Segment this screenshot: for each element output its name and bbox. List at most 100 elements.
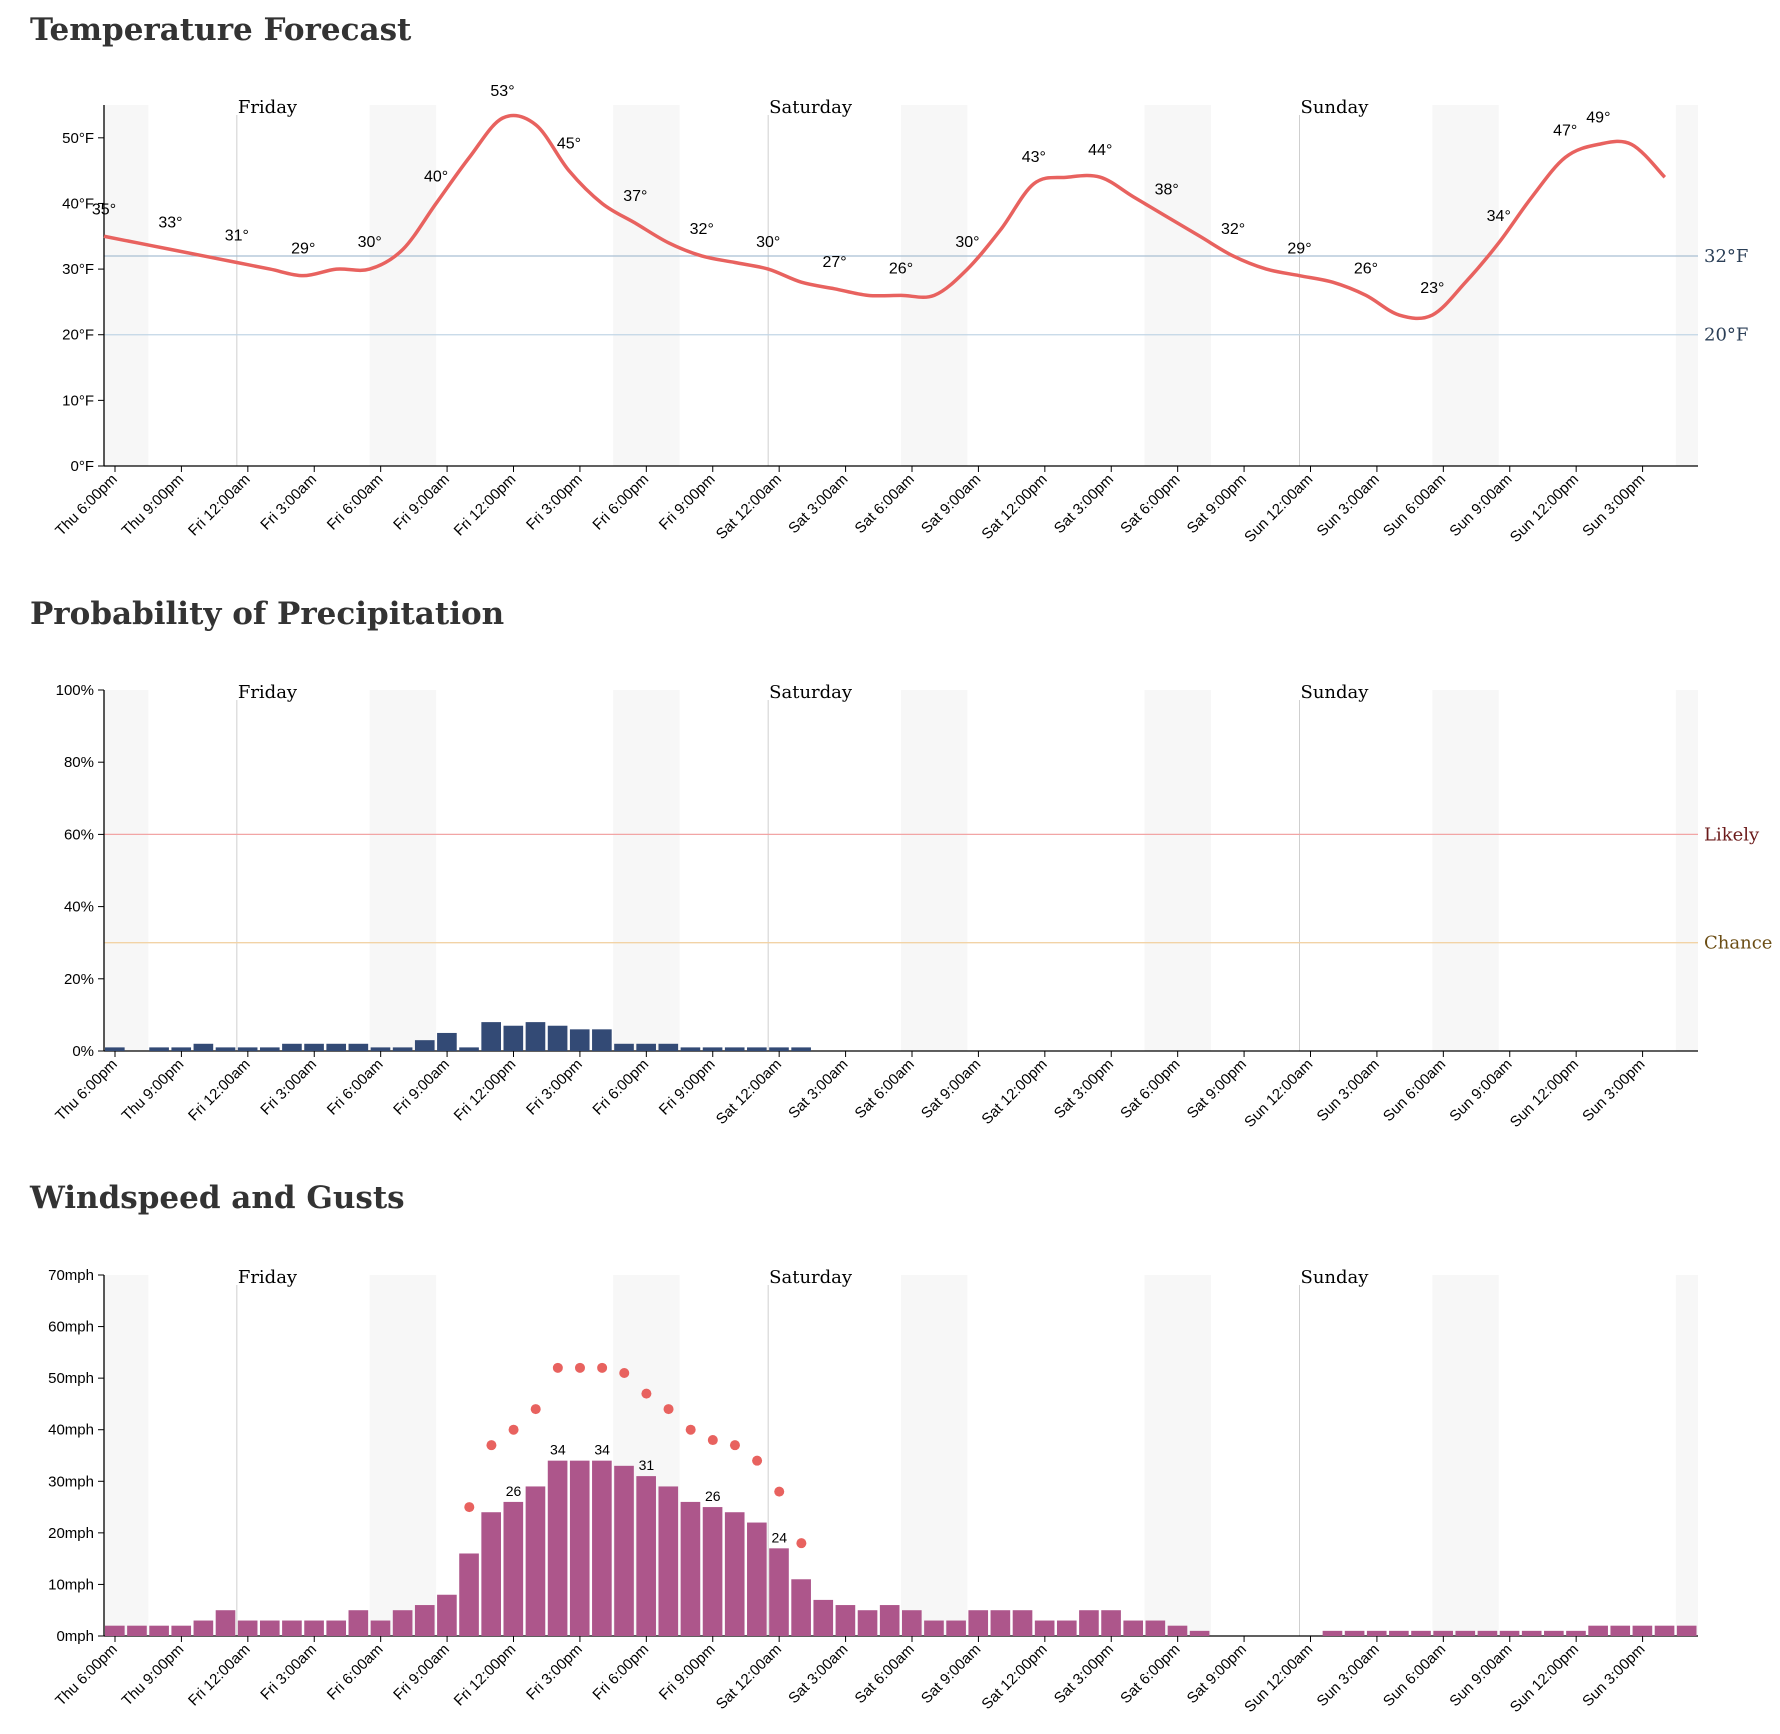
wind-bar xyxy=(1654,1625,1675,1636)
x-tick-label: Sun 3:00pm xyxy=(1579,1056,1648,1125)
night-band xyxy=(369,1275,437,1636)
gust-point xyxy=(508,1424,519,1435)
night-band xyxy=(1432,105,1499,466)
temperature-label: 49° xyxy=(1586,109,1610,126)
y-tick-label: 40mph xyxy=(48,1422,94,1439)
wind-bar xyxy=(902,1610,922,1636)
x-tick-label: Fri 9:00am xyxy=(390,1641,453,1704)
temperature-label: 30° xyxy=(358,234,382,251)
wind-bar xyxy=(747,1522,767,1636)
x-tick-label: Fri 6:00pm xyxy=(589,1056,652,1119)
precip-bar xyxy=(414,1040,435,1051)
x-tick-label: Fri 6:00pm xyxy=(589,1641,652,1704)
x-tick-label: Sun 3:00am xyxy=(1314,471,1383,540)
gust-point xyxy=(464,1502,475,1513)
temperature-label: 53° xyxy=(490,83,514,100)
wind-bar xyxy=(702,1507,723,1636)
precip-bar xyxy=(171,1047,192,1051)
x-tick-label: Sat 6:00pm xyxy=(1117,471,1183,537)
temperature-label: 45° xyxy=(557,136,581,153)
precip-bar xyxy=(370,1047,391,1051)
temperature-label: 37° xyxy=(623,188,647,205)
x-tick-label: Sat 3:00am xyxy=(785,471,851,537)
y-tick-label: 20°F xyxy=(62,327,94,344)
x-tick-label: Fri 6:00pm xyxy=(589,471,652,534)
night-band xyxy=(901,690,968,1051)
x-tick-label: Fri 3:00am xyxy=(257,1641,320,1704)
precip-bar xyxy=(348,1043,369,1051)
wind-bar xyxy=(680,1501,701,1636)
wind-bar xyxy=(437,1594,457,1636)
wind-bar xyxy=(1676,1625,1697,1636)
precip-bar xyxy=(592,1029,612,1051)
x-tick-label: Sun 6:00am xyxy=(1380,1056,1449,1125)
x-tick-label: Fri 3:00pm xyxy=(523,1641,586,1704)
wind-bar xyxy=(1123,1620,1144,1636)
wind-bar xyxy=(503,1501,524,1636)
wind-bar xyxy=(304,1620,324,1636)
wind-bar xyxy=(370,1620,391,1636)
wind-bar xyxy=(1610,1625,1631,1636)
night-band xyxy=(1432,1275,1499,1636)
x-tick-label: Sat 12:00pm xyxy=(978,471,1050,543)
temperature-label: 32° xyxy=(1221,221,1245,238)
night-band xyxy=(369,105,437,466)
wind-bar xyxy=(1322,1630,1343,1636)
x-tick-label: Thu 9:00pm xyxy=(119,471,188,540)
precip-bar xyxy=(525,1022,546,1051)
y-tick-label: 0% xyxy=(72,1043,94,1060)
precip-bar xyxy=(724,1047,745,1051)
reference-line-label: Chance xyxy=(1704,933,1772,954)
x-tick-label: Thu 9:00pm xyxy=(119,1641,188,1710)
night-band xyxy=(1144,690,1211,1051)
wind-chart: Friday Saturday Sunday 0mph 10mph 20mph 30mph 4… xyxy=(48,1267,1698,1716)
x-tick-label: Sat 6:00am xyxy=(852,1641,918,1707)
gust-point xyxy=(663,1404,674,1415)
gust-point xyxy=(530,1404,541,1415)
precip-bar xyxy=(791,1047,811,1051)
wind-bar xyxy=(968,1610,989,1636)
precip-bar xyxy=(569,1029,590,1051)
y-tick-label: 70mph xyxy=(48,1267,94,1284)
x-tick-label: Sun 6:00am xyxy=(1380,1641,1449,1710)
wind-bar xyxy=(326,1620,347,1636)
wind-bar xyxy=(259,1620,280,1636)
temperature-label: 26° xyxy=(889,260,913,277)
wind-bar-label: 34 xyxy=(550,1442,566,1458)
wind-bar xyxy=(105,1625,125,1636)
precipitation-chart: Friday Saturday Sunday Likely Chance 0% 20% 40%… xyxy=(52,682,1772,1131)
x-tick-label: Sun 9:00am xyxy=(1446,471,1515,540)
wind-bar xyxy=(1344,1630,1365,1636)
x-tick-label: Fri 3:00pm xyxy=(523,471,586,534)
wind-bar xyxy=(1433,1630,1453,1636)
x-tick-label: Thu 9:00pm xyxy=(119,1056,188,1125)
night-band xyxy=(104,690,149,1051)
wind-bar xyxy=(1499,1630,1520,1636)
day-label: Sunday xyxy=(1301,682,1370,703)
wind-bar xyxy=(592,1460,612,1636)
y-tick-label: 60mph xyxy=(48,1319,94,1336)
temperature-label: 29° xyxy=(291,241,315,258)
y-tick-label: 20mph xyxy=(48,1525,94,1542)
x-tick-label: Sat 3:00am xyxy=(785,1056,851,1122)
x-tick-label: Fri 3:00am xyxy=(257,1056,320,1119)
wind-bar xyxy=(171,1625,192,1636)
night-band xyxy=(1144,1275,1211,1636)
wind-bar xyxy=(857,1610,878,1636)
gust-point xyxy=(597,1362,608,1373)
night-band xyxy=(1675,690,1698,1051)
wind-bar-label: 31 xyxy=(639,1457,655,1473)
gust-point xyxy=(707,1435,718,1446)
x-tick-label: Fri 12:00pm xyxy=(451,1641,520,1710)
y-tick-label: 30mph xyxy=(48,1473,94,1490)
precip-bar xyxy=(658,1043,679,1051)
temperature-label: 23° xyxy=(1420,280,1444,297)
precip-bar xyxy=(259,1047,280,1051)
temperature-label: 33° xyxy=(158,214,182,231)
wind-bar xyxy=(282,1620,302,1636)
wind-bar xyxy=(1034,1620,1055,1636)
y-tick-label: 0mph xyxy=(56,1628,94,1645)
y-tick-label: 50mph xyxy=(48,1370,94,1387)
precip-bar xyxy=(105,1047,125,1051)
day-label: Friday xyxy=(238,1267,298,1288)
